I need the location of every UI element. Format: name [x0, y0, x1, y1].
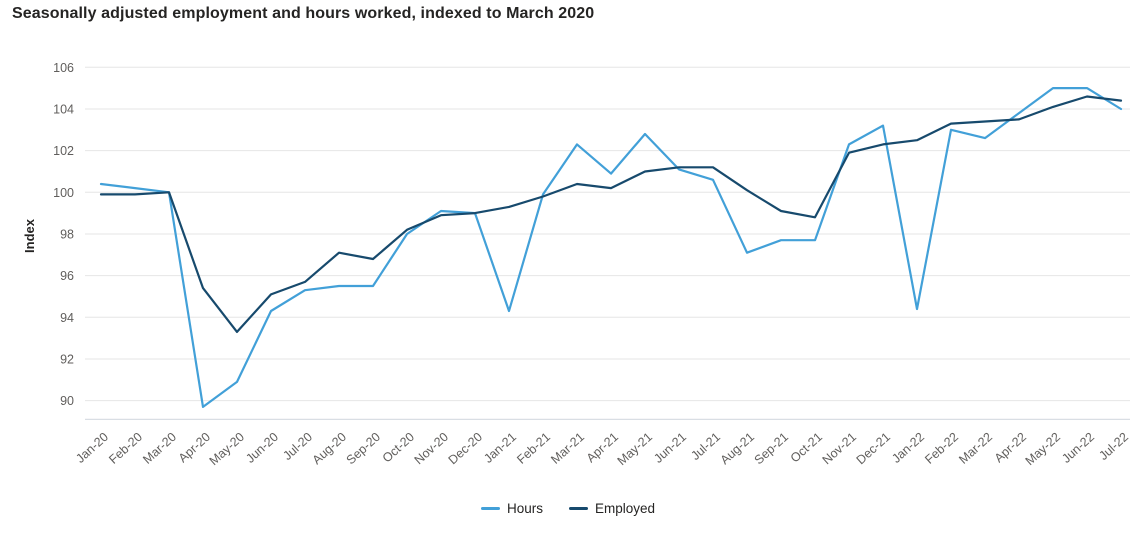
- svg-text:May-20: May-20: [207, 430, 247, 468]
- svg-text:98: 98: [60, 228, 74, 242]
- svg-text:Jun-21: Jun-21: [651, 430, 689, 466]
- legend-label-hours: Hours: [506, 501, 543, 516]
- legend-label-employed: Employed: [594, 501, 656, 516]
- svg-text:Jul-22: Jul-22: [1096, 430, 1131, 463]
- svg-text:Feb-20: Feb-20: [106, 430, 145, 467]
- svg-text:94: 94: [60, 311, 74, 325]
- svg-text:Mar-20: Mar-20: [140, 430, 179, 467]
- svg-text:Aug-21: Aug-21: [718, 430, 757, 467]
- svg-text:106: 106: [53, 61, 74, 75]
- svg-text:Jun-22: Jun-22: [1059, 430, 1097, 466]
- employment-hours-line-chart: 90 92 94 96 98 100 102 104 106 Jan-20Feb-20Mar-20…: [22, 61, 1131, 468]
- svg-text:100: 100: [53, 186, 74, 200]
- svg-text:Jan-21: Jan-21: [481, 430, 519, 466]
- svg-text:Nov-21: Nov-21: [820, 430, 859, 467]
- svg-text:Dec-21: Dec-21: [854, 430, 893, 467]
- svg-text:96: 96: [60, 269, 74, 283]
- svg-text:Jan-20: Jan-20: [73, 430, 111, 466]
- legend-item-employed[interactable]: Employed: [568, 501, 656, 516]
- svg-text:Mar-22: Mar-22: [956, 430, 995, 467]
- svg-text:Oct-20: Oct-20: [380, 430, 417, 466]
- chart-title: Seasonally adjusted employment and hours…: [12, 5, 595, 22]
- svg-text:92: 92: [60, 353, 74, 367]
- svg-text:Sep-21: Sep-21: [752, 430, 791, 467]
- hours-line-swatch: [480, 507, 500, 510]
- chart-legend: Hours Employed: [0, 501, 1136, 516]
- employed-line-swatch: [568, 507, 588, 510]
- svg-text:Feb-21: Feb-21: [514, 430, 553, 467]
- svg-text:Aug-20: Aug-20: [310, 430, 349, 467]
- legend-item-hours[interactable]: Hours: [480, 501, 543, 516]
- svg-text:Jun-20: Jun-20: [243, 430, 281, 466]
- svg-text:Oct-21: Oct-21: [788, 430, 825, 466]
- svg-text:May-21: May-21: [615, 430, 655, 468]
- svg-text:Sep-20: Sep-20: [344, 430, 383, 467]
- svg-text:Dec-20: Dec-20: [446, 430, 485, 467]
- svg-text:Feb-22: Feb-22: [922, 430, 961, 467]
- svg-text:May-22: May-22: [1023, 430, 1063, 468]
- svg-text:Index: Index: [22, 218, 37, 253]
- svg-text:Jan-22: Jan-22: [889, 430, 927, 466]
- svg-text:Mar-21: Mar-21: [548, 430, 587, 467]
- svg-text:Nov-20: Nov-20: [412, 430, 451, 467]
- svg-text:90: 90: [60, 394, 74, 408]
- svg-text:102: 102: [53, 144, 74, 158]
- svg-text:104: 104: [53, 103, 74, 117]
